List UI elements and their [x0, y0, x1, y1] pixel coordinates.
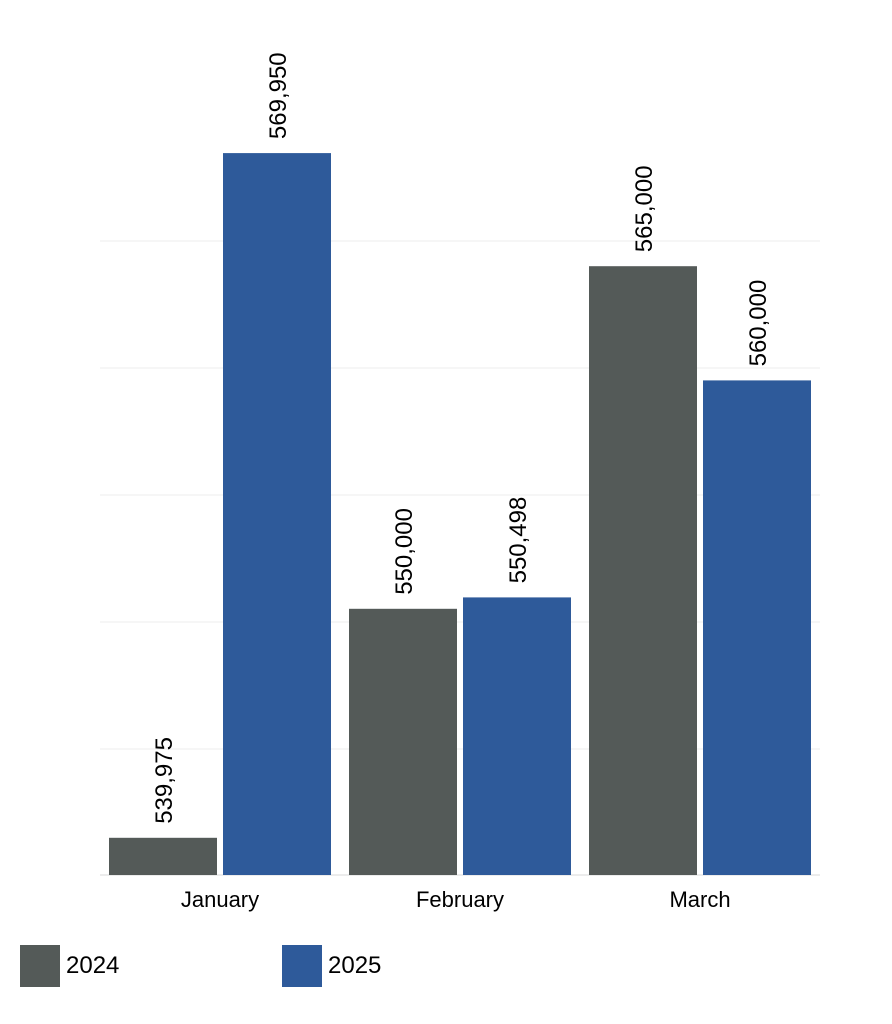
bar-march-2024 [589, 266, 697, 875]
data-label-february-2025: 550,498 [505, 497, 532, 584]
bar-march-2025 [703, 380, 811, 875]
legend-item-2024: 2024 [20, 944, 119, 988]
bar-february-2025 [463, 597, 571, 875]
bar-february-2024 [349, 608, 457, 875]
bar-january-2024 [109, 837, 217, 875]
x-tick-label-march: March [669, 887, 730, 912]
data-label-march-2024: 565,000 [631, 165, 658, 252]
x-tick-label-january: January [181, 887, 259, 912]
data-label-january-2024: 539,975 [151, 737, 178, 824]
data-label-february-2024: 550,000 [391, 508, 418, 595]
legend-swatch-2025 [282, 945, 322, 987]
legend-swatch-2024 [20, 945, 60, 987]
legend-label-2024: 2024 [66, 952, 120, 979]
data-label-january-2025: 569,950 [265, 52, 292, 139]
data-label-march-2025: 560,000 [745, 280, 772, 367]
legend-item-2025: 2025 [282, 944, 381, 988]
legend: 2024 2025 [0, 944, 892, 988]
bar-january-2025 [223, 153, 331, 876]
chart-plot: 539,975 569,950 January 550,000 550,498 Febru… [100, 52, 820, 912]
x-tick-label-february: February [416, 887, 504, 912]
legend-label-2025: 2025 [328, 952, 382, 979]
